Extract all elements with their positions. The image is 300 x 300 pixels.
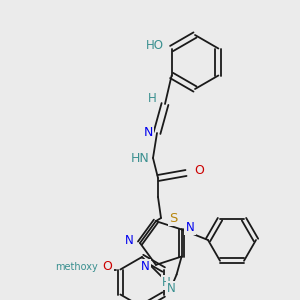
Text: HO: HO <box>146 39 164 52</box>
Text: N: N <box>125 235 134 248</box>
Text: N: N <box>186 221 194 234</box>
Text: HN: HN <box>130 152 149 164</box>
Text: O: O <box>194 164 204 178</box>
Text: H: H <box>162 276 171 289</box>
Text: N: N <box>141 260 150 273</box>
Text: N: N <box>144 127 153 140</box>
Text: S: S <box>169 212 177 224</box>
Text: H: H <box>148 92 157 106</box>
Text: N: N <box>167 282 176 295</box>
Text: methoxy: methoxy <box>56 262 98 272</box>
Text: O: O <box>103 260 112 273</box>
